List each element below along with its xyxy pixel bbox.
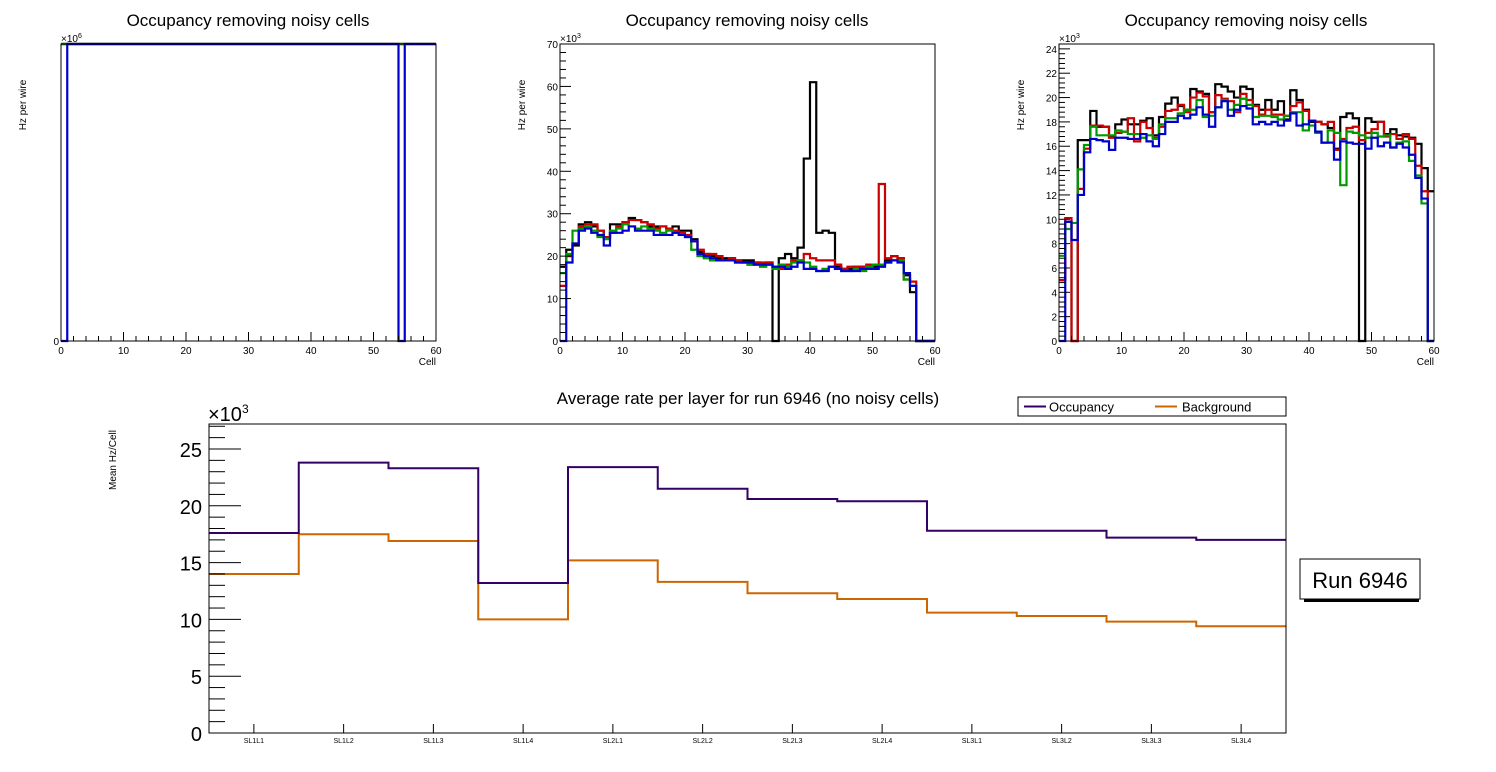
y-tick-label: 10 — [1046, 215, 1058, 226]
panel-3-xlabel: Cell — [1417, 357, 1434, 368]
run-annotation: Run 6946 — [1299, 558, 1421, 602]
panel-2-series-blue — [560, 225, 935, 343]
panel-3-ylabel: Hz per wire — [1016, 79, 1027, 130]
x-tick-label: 20 — [180, 346, 192, 357]
y-tick-label: 10 — [547, 295, 559, 306]
category-label: SL3L4 — [1231, 738, 1251, 745]
x-tick-label: 50 — [368, 346, 380, 357]
layer-rate-frame — [208, 423, 1287, 734]
layer-rate-series-occupancy — [209, 461, 1286, 585]
y-tick-label: 0 — [1051, 337, 1057, 348]
y-tick-label: 12 — [1046, 191, 1058, 202]
y-tick-label: 70 — [547, 40, 559, 51]
panel-1-xlabel: Cell — [419, 357, 436, 368]
histogram-panel-1: Occupancy removing noisy cells Hz per wi… — [18, 11, 442, 368]
x-tick-label: 40 — [1303, 346, 1315, 357]
category-label: SL1L4 — [513, 738, 533, 745]
y-tick-label: 25 — [180, 440, 202, 462]
panel-1-frame — [60, 43, 437, 342]
run-label: Run 6946 — [1312, 568, 1407, 593]
y-tick-label: 18 — [1046, 118, 1058, 129]
category-label: SL3L1 — [962, 738, 982, 745]
panel-1-title: Occupancy removing noisy cells — [127, 11, 370, 30]
x-tick-label: 10 — [118, 346, 130, 357]
y-tick-label: 5 — [191, 667, 202, 689]
category-label: SL2L4 — [872, 738, 892, 745]
category-label: SL2L1 — [603, 738, 623, 745]
category-label: SL3L2 — [1052, 738, 1072, 745]
x-tick-label: 0 — [557, 346, 563, 357]
layer-rate-multiplier: ×103 — [208, 402, 249, 426]
x-tick-label: 30 — [243, 346, 255, 357]
y-tick-label: 6 — [1051, 264, 1057, 275]
y-tick-label: 0 — [53, 337, 59, 348]
panel-3-multiplier: ×103 — [1059, 33, 1080, 45]
category-label: SL3L3 — [1141, 738, 1161, 745]
x-tick-label: 0 — [58, 346, 64, 357]
y-tick-label: 20 — [547, 252, 559, 263]
x-tick-label: 60 — [929, 346, 941, 357]
legend-label-occupancy: Occupancy — [1049, 400, 1115, 415]
x-tick-label: 40 — [804, 346, 816, 357]
x-tick-label: 10 — [617, 346, 629, 357]
panel-3-series-blue — [1059, 100, 1434, 343]
panel-1-series-blue — [61, 42, 436, 343]
category-label: SL1L3 — [423, 738, 443, 745]
x-tick-label: 50 — [867, 346, 879, 357]
histogram-panel-2: Occupancy removing noisy cells Hz per wi… — [517, 11, 941, 368]
x-tick-label: 60 — [1428, 346, 1440, 357]
layer-rate-series-background — [209, 533, 1286, 628]
x-tick-label: 40 — [305, 346, 317, 357]
histogram-panel-3: Occupancy removing noisy cells Hz per wi… — [1016, 11, 1440, 368]
category-label: SL2L3 — [782, 738, 802, 745]
y-tick-label: 16 — [1046, 142, 1058, 153]
y-tick-label: 0 — [191, 724, 202, 746]
y-tick-label: 30 — [547, 210, 559, 221]
panel-2-ylabel: Hz per wire — [517, 79, 528, 130]
layer-rate-panel: Average rate per layer for run 6946 (no … — [108, 389, 1421, 746]
y-tick-label: 50 — [547, 125, 559, 136]
panel-2-title: Occupancy removing noisy cells — [626, 11, 869, 30]
panel-1-ylabel: Hz per wire — [18, 79, 29, 130]
y-tick-label: 8 — [1051, 240, 1057, 251]
x-tick-label: 0 — [1056, 346, 1062, 357]
y-tick-label: 15 — [180, 554, 202, 576]
y-tick-label: 22 — [1046, 69, 1058, 80]
x-tick-label: 50 — [1366, 346, 1378, 357]
panel-3-title: Occupancy removing noisy cells — [1125, 11, 1368, 30]
panel-3-series-green — [1059, 97, 1434, 343]
layer-rate-ylabel: Mean Hz/Cell — [108, 430, 119, 490]
x-tick-label: 20 — [679, 346, 691, 357]
y-tick-label: 14 — [1046, 167, 1058, 178]
y-tick-label: 10 — [180, 610, 202, 632]
legend: Occupancy Background — [1017, 396, 1287, 417]
legend-label-background: Background — [1182, 400, 1251, 415]
panel-1-multiplier: ×106 — [61, 33, 82, 45]
panel-2-xlabel: Cell — [918, 357, 935, 368]
layer-rate-title: Average rate per layer for run 6946 (no … — [557, 389, 939, 408]
y-tick-label: 4 — [1051, 288, 1057, 299]
category-label: SL2L2 — [693, 738, 713, 745]
x-tick-label: 60 — [430, 346, 442, 357]
y-tick-label: 24 — [1046, 45, 1058, 56]
y-tick-label: 0 — [552, 337, 558, 348]
y-tick-label: 20 — [180, 497, 202, 519]
y-tick-label: 2 — [1051, 313, 1057, 324]
x-tick-label: 30 — [742, 346, 754, 357]
category-label: SL1L2 — [334, 738, 354, 745]
category-label: SL1L1 — [244, 738, 264, 745]
x-tick-label: 10 — [1116, 346, 1128, 357]
x-tick-label: 20 — [1178, 346, 1190, 357]
y-tick-label: 60 — [547, 82, 559, 93]
y-tick-label: 40 — [547, 167, 559, 178]
x-tick-label: 30 — [1241, 346, 1253, 357]
y-tick-label: 20 — [1046, 94, 1058, 105]
panel-2-multiplier: ×103 — [560, 33, 581, 45]
